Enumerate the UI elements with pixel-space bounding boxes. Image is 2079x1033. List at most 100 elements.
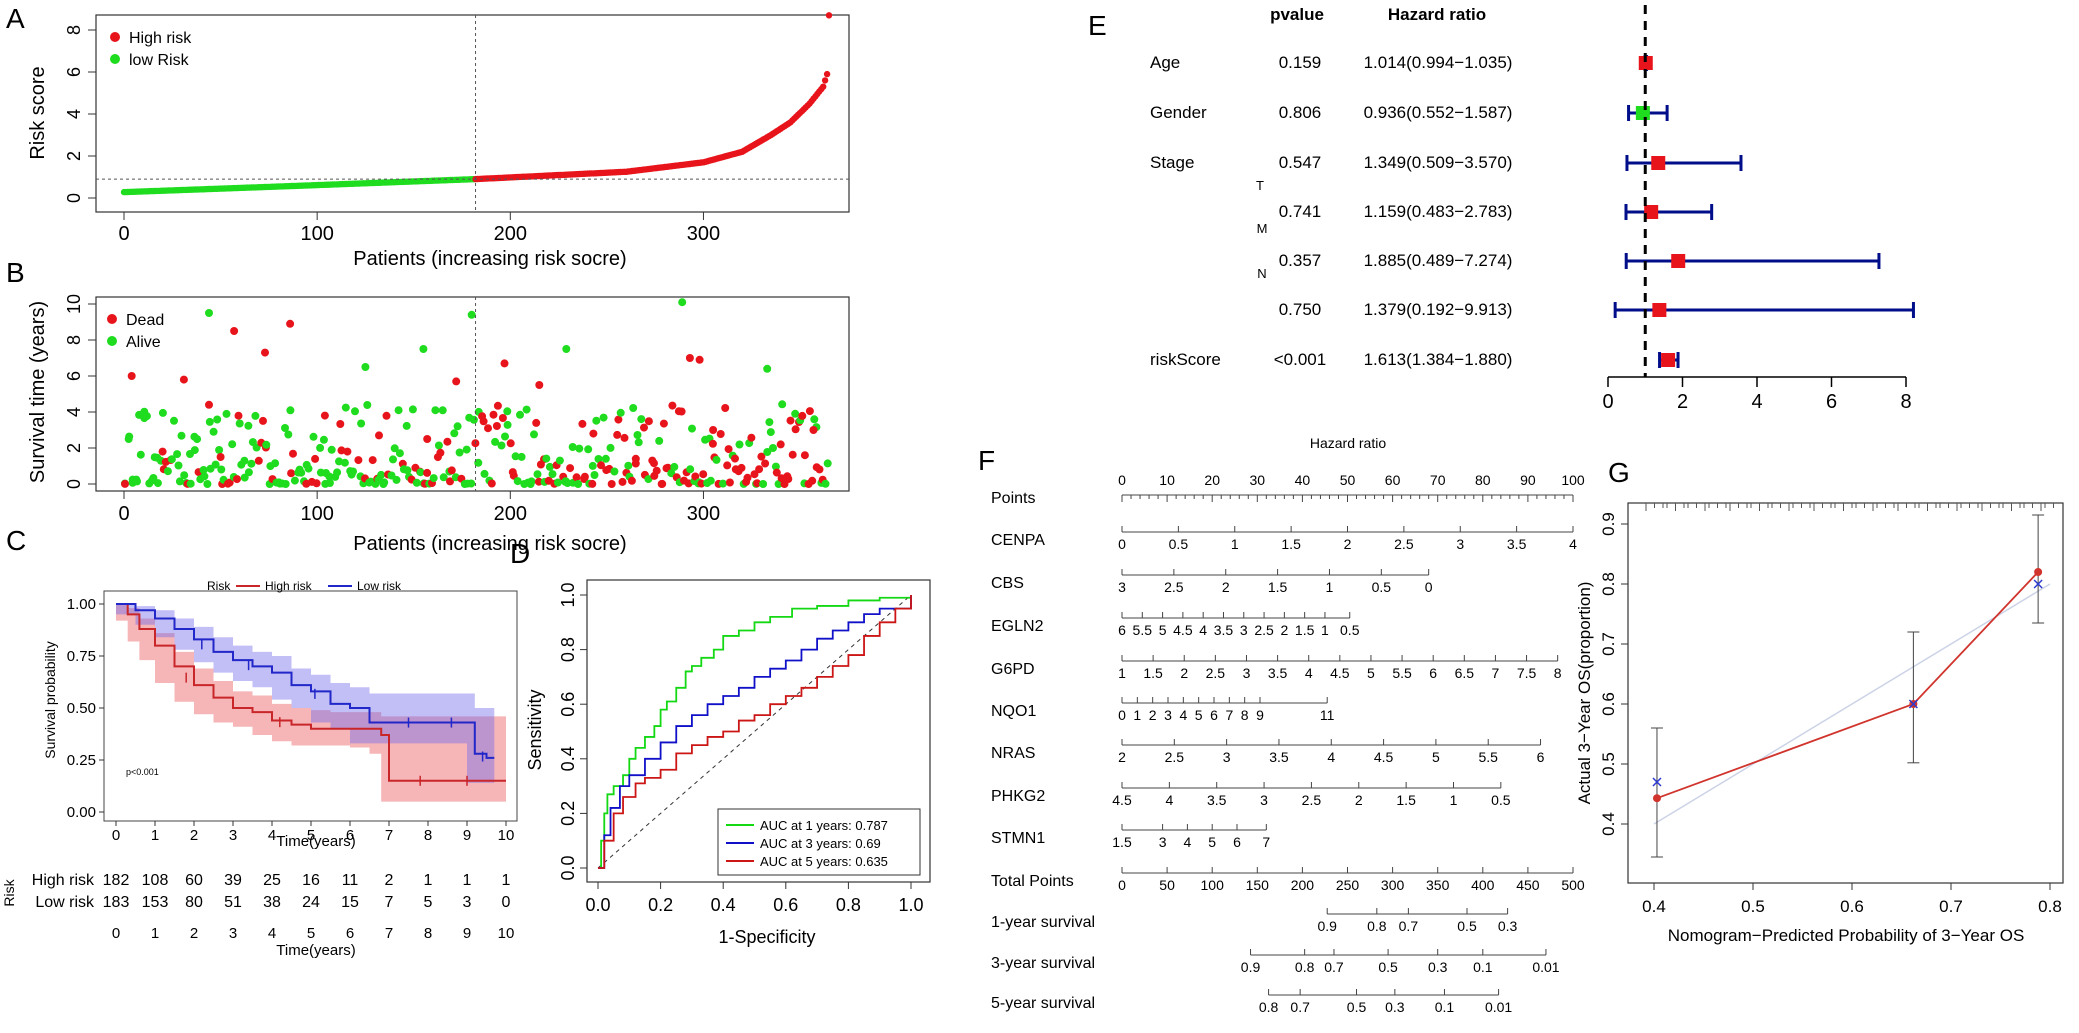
nomogram-tick-label: 70 (1430, 472, 1446, 488)
alive-point (402, 421, 411, 430)
nomogram-tick-label: 1 (1450, 792, 1458, 808)
forest-hr-marker (1638, 56, 1653, 70)
alive-point (511, 452, 520, 461)
panel-b-legend-dead: Dead (126, 312, 164, 329)
dead-point (588, 479, 597, 488)
nomogram-tick-label: 0.3 (1428, 959, 1448, 975)
nomogram-tick-label: 4 (1179, 707, 1187, 723)
forest-row-label: Gender (1150, 103, 1207, 122)
alive-point (357, 419, 366, 428)
survival-point (419, 345, 428, 353)
nomogram-tick-label: 2.5 (1165, 749, 1185, 765)
panel-c-legend-title: Risk (207, 579, 231, 593)
alive-point (712, 455, 721, 464)
nomogram-tick-label: 0.5 (1491, 792, 1511, 808)
dead-point (627, 476, 636, 485)
dead-point (493, 401, 502, 410)
nomogram-tick-label: 0.1 (1435, 999, 1455, 1015)
survival-point (127, 372, 136, 380)
nomogram-tick-label: 5 (1208, 834, 1216, 850)
dead-point (233, 475, 241, 484)
nomogram-tick-label: 100 (1201, 877, 1225, 893)
nomogram-tick-label: 4 (1569, 536, 1577, 552)
forest-row-label: Age (1150, 53, 1180, 72)
dead-point (259, 416, 267, 425)
nomogram-tick-label: 0 (1425, 579, 1433, 595)
dead-point (447, 466, 456, 475)
alive-point (244, 421, 253, 430)
survival-point (763, 364, 772, 373)
dead-point (436, 448, 445, 457)
nomogram-tick-label: 1.5 (1295, 622, 1315, 638)
nomogram-tick-label: 2 (1344, 536, 1352, 552)
alive-point (480, 469, 489, 478)
survival-point (261, 348, 269, 357)
panel-label-d: D (510, 538, 530, 569)
forest-sublabel-n: N (1257, 266, 1266, 281)
alive-point (791, 409, 800, 418)
alive-point (616, 408, 625, 417)
dead-point (446, 477, 454, 486)
dead-point (607, 480, 616, 488)
dead-point (580, 472, 589, 481)
dead-point (725, 478, 734, 487)
nomogram-tick-label: 3 (1240, 622, 1248, 638)
x-tick-label: 1 (151, 827, 159, 844)
nomogram-row-label: Points (991, 490, 1035, 507)
x-tick-label: 1.0 (898, 895, 923, 915)
risk-table-count: 25 (263, 872, 281, 889)
alive-point (309, 432, 318, 441)
panel-e: pvalue Hazard ratio Age 0.159 1.014(0.994−… (1150, 5, 1915, 413)
alive-point (568, 443, 577, 451)
nomogram-tick-label: 5.5 (1133, 622, 1153, 638)
alive-point (304, 464, 313, 473)
nomogram-tick-label: 0 (1118, 707, 1126, 723)
dead-point (532, 418, 541, 427)
alive-point (213, 415, 222, 424)
alive-point (153, 479, 162, 488)
dead-point (492, 422, 501, 430)
alive-point (592, 416, 601, 425)
y-tick-label: 10 (64, 294, 84, 314)
y-tick-label: 2 (64, 151, 84, 161)
nomogram-tick-label: 6 (1429, 665, 1437, 681)
risk-table-count: 5 (424, 894, 433, 911)
roc-1y-curve (598, 595, 912, 869)
alive-point (513, 477, 522, 486)
dead-point (311, 454, 320, 463)
survival-point (809, 426, 818, 434)
dead-point (716, 430, 725, 438)
dead-point (691, 472, 700, 481)
panel-d-xlabel: 1-Specificity (718, 927, 815, 947)
nomogram-tick-label: 10 (1159, 472, 1175, 488)
nomogram-row-label: 1-year survival (991, 914, 1095, 931)
alive-point (244, 468, 253, 477)
survival-point (500, 359, 509, 368)
alive-point (193, 435, 202, 444)
alive-point (599, 413, 608, 422)
roc-3y-curve (598, 595, 912, 869)
alive-point (527, 477, 536, 486)
alive-point (629, 404, 638, 412)
nomogram-tick-label: 8 (1241, 707, 1249, 723)
alive-point (771, 462, 780, 471)
alive-point (281, 480, 290, 488)
alive-point (588, 461, 597, 470)
panel-c-xlabel: Time(years) (276, 833, 355, 850)
risk-table-xtick: 0 (112, 925, 120, 942)
km-low-curve (116, 603, 495, 759)
alive-point (175, 477, 184, 486)
panel-a-xlabel: Patients (increasing risk socre) (353, 248, 626, 270)
x-tick-label: 100 (300, 223, 333, 245)
panel-c-plot: 0 1 2 3 4 5 6 7 8 9 10 0.00 0.25 0.50 0.75 1.00 (67, 596, 515, 844)
panel-d-frame (586, 579, 931, 883)
nomogram-tick-label: 3 (1164, 707, 1172, 723)
forest-rows: Age 0.159 1.014(0.994−1.035) Gender 0.806 0.9… (1150, 53, 1512, 369)
alive-point (177, 431, 186, 440)
dead-point (798, 411, 807, 420)
nomogram-tick-label: 1.5 (1281, 536, 1301, 552)
nomogram-row-label: Total Points (991, 873, 1074, 890)
forest-x-tick-label: 4 (1751, 391, 1762, 413)
dead-point (659, 419, 668, 428)
